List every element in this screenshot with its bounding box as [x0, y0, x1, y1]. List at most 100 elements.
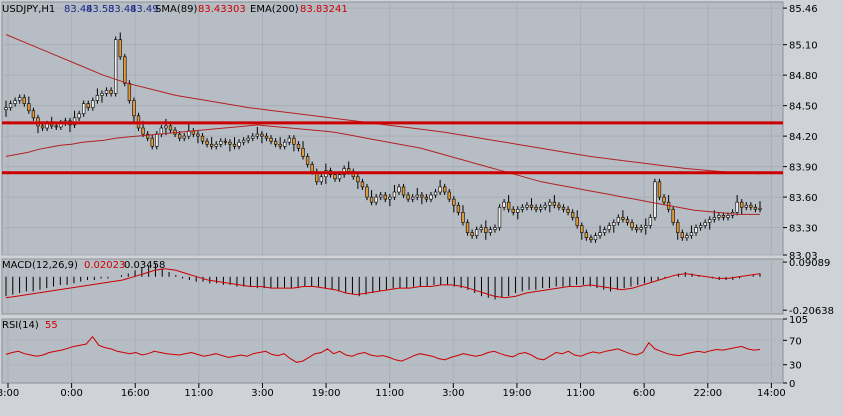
candle-body — [18, 97, 22, 101]
candle-body — [447, 191, 451, 200]
candle-body — [415, 194, 419, 198]
candle-body — [310, 164, 314, 172]
candle-body — [114, 39, 118, 94]
candle-body — [694, 227, 698, 233]
candle-body — [333, 174, 337, 180]
candle-body — [438, 186, 442, 193]
candle-body — [502, 201, 506, 208]
candle-body — [735, 201, 739, 213]
candle-body — [283, 141, 287, 147]
candle-body — [356, 176, 360, 183]
candle-body — [424, 196, 429, 200]
candle-body — [305, 156, 310, 165]
candle-body — [360, 181, 365, 188]
macd-label: MACD(12,26,9) — [2, 260, 78, 271]
candle-body — [4, 107, 8, 111]
candle-body — [82, 103, 86, 115]
ohlc-open: 83.44 — [64, 4, 93, 15]
candle-body — [653, 181, 657, 218]
candle-body — [602, 229, 607, 233]
rsi-y-tick-label: 30 — [789, 361, 802, 372]
y-tick-label: 84.80 — [789, 71, 818, 82]
candle-body — [232, 143, 237, 147]
candle-body — [255, 133, 259, 137]
candle-body — [109, 90, 113, 94]
candle-body — [456, 204, 461, 213]
x-tick-label: 0:00 — [60, 388, 82, 399]
x-tick-label: 19:00 — [312, 388, 341, 399]
candle-body — [676, 222, 680, 233]
candle-body — [484, 227, 488, 233]
candle-body — [625, 219, 630, 223]
candle-body — [753, 206, 758, 210]
candle-body — [319, 176, 323, 183]
candle-body — [470, 232, 474, 236]
candle-body — [429, 194, 433, 200]
candle-body — [584, 232, 589, 239]
x-tick-label: 11:00 — [375, 388, 404, 399]
candle-body — [132, 100, 136, 117]
candle-body — [273, 140, 278, 145]
candle-body — [392, 191, 397, 198]
sma-89-line — [5, 124, 760, 215]
candle-body — [251, 135, 255, 139]
candle-body — [639, 227, 643, 230]
candle-body — [516, 208, 520, 213]
candle-body — [95, 95, 100, 101]
candle-body — [159, 127, 164, 135]
candle-body — [237, 141, 241, 147]
y-tick-label: 84.50 — [789, 102, 818, 113]
ema-label: EMA(200) — [250, 4, 299, 15]
macd-panel — [1, 258, 784, 315]
y-tick-label: 83.90 — [789, 163, 818, 174]
candle-body — [269, 137, 273, 142]
sma-value: 83.43303 — [198, 4, 246, 15]
candle-body — [214, 143, 218, 147]
candle-body — [708, 219, 712, 223]
candle-body — [200, 135, 205, 142]
macd-y-tick-label: 0.09089 — [789, 258, 830, 269]
candle-body — [685, 235, 689, 239]
candle-body — [296, 143, 301, 149]
candle-body — [452, 198, 456, 206]
ohlc-close: 83.49 — [130, 4, 159, 15]
rsi-y-tick-label: 105 — [789, 315, 808, 326]
y-tick-label: 85.10 — [789, 41, 818, 52]
candle-body — [520, 206, 525, 210]
x-tick-label: 6:00 — [633, 388, 655, 399]
candle-body — [740, 201, 744, 208]
candle-body — [580, 225, 584, 233]
candle-body — [205, 140, 209, 145]
candle-body — [141, 127, 145, 135]
candle-body — [680, 232, 684, 239]
candle-body — [552, 201, 557, 206]
x-tick-label: 11:00 — [184, 388, 213, 399]
candle-body — [40, 125, 45, 129]
rsi-value: 55 — [45, 320, 58, 331]
candle-body — [479, 227, 483, 230]
candle-body — [155, 133, 159, 147]
candle-body — [401, 186, 406, 196]
candle-body — [726, 215, 730, 218]
x-tick-label: 14:00 — [757, 388, 786, 399]
candle-body — [8, 103, 13, 108]
candle-body — [593, 235, 598, 241]
candle-body — [589, 237, 593, 241]
candle-body — [712, 217, 716, 220]
candle-body — [570, 212, 575, 218]
y-tick-label: 83.03 — [789, 251, 818, 262]
candle-body — [406, 194, 410, 200]
candle-body — [301, 148, 305, 157]
candle-body — [228, 141, 232, 145]
candle-body — [278, 143, 282, 147]
macd-value-2: 0.03458 — [124, 260, 165, 271]
candle-body — [72, 117, 77, 126]
candle-body — [511, 208, 515, 213]
rsi-panel — [1, 318, 784, 384]
candle-body — [758, 207, 762, 210]
candle-body — [616, 217, 621, 223]
y-tick-label: 83.30 — [789, 224, 818, 235]
candle-body — [209, 143, 214, 147]
candle-body — [461, 212, 465, 223]
